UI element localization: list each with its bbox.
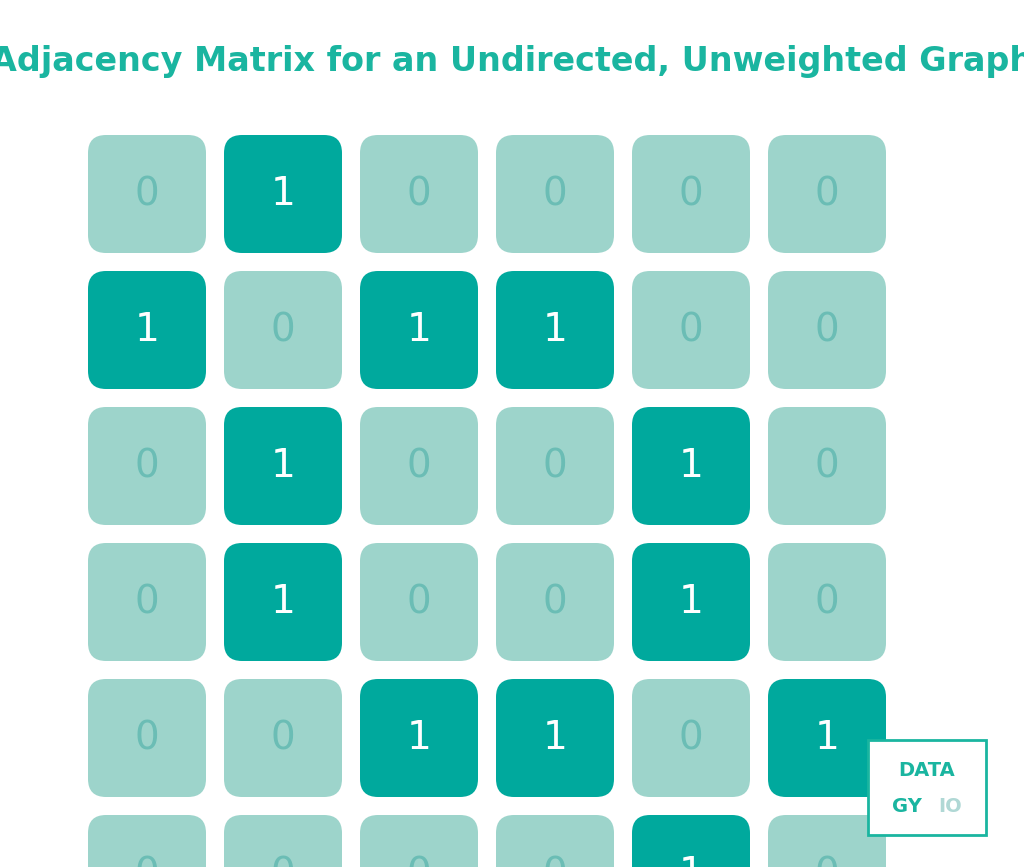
Text: 0: 0 [815, 447, 840, 485]
Text: 0: 0 [815, 175, 840, 213]
Text: 1: 1 [543, 719, 567, 757]
FancyBboxPatch shape [496, 679, 614, 797]
FancyBboxPatch shape [632, 815, 750, 867]
FancyBboxPatch shape [632, 543, 750, 661]
Text: 0: 0 [407, 855, 431, 867]
Text: 1: 1 [543, 311, 567, 349]
FancyBboxPatch shape [224, 407, 342, 525]
FancyBboxPatch shape [360, 135, 478, 253]
Text: DATA: DATA [899, 761, 955, 780]
Text: 1: 1 [407, 311, 431, 349]
FancyBboxPatch shape [360, 543, 478, 661]
Text: 1: 1 [270, 447, 296, 485]
Text: 1: 1 [270, 175, 296, 213]
Text: 0: 0 [407, 583, 431, 621]
FancyBboxPatch shape [632, 679, 750, 797]
FancyBboxPatch shape [224, 543, 342, 661]
FancyBboxPatch shape [224, 135, 342, 253]
FancyBboxPatch shape [88, 815, 206, 867]
FancyBboxPatch shape [360, 271, 478, 389]
Text: 0: 0 [543, 175, 567, 213]
FancyBboxPatch shape [768, 135, 886, 253]
Text: IO: IO [939, 797, 963, 816]
Text: 0: 0 [134, 719, 160, 757]
FancyBboxPatch shape [88, 543, 206, 661]
FancyBboxPatch shape [632, 135, 750, 253]
FancyBboxPatch shape [224, 815, 342, 867]
Text: GY: GY [892, 797, 922, 816]
Text: 0: 0 [815, 583, 840, 621]
FancyBboxPatch shape [768, 271, 886, 389]
FancyBboxPatch shape [88, 271, 206, 389]
Text: 0: 0 [270, 855, 295, 867]
Text: 0: 0 [815, 855, 840, 867]
Text: 0: 0 [543, 855, 567, 867]
FancyBboxPatch shape [768, 407, 886, 525]
Text: 0: 0 [815, 311, 840, 349]
FancyBboxPatch shape [496, 407, 614, 525]
FancyBboxPatch shape [88, 679, 206, 797]
FancyBboxPatch shape [224, 271, 342, 389]
Text: 0: 0 [679, 311, 703, 349]
Text: 0: 0 [134, 447, 160, 485]
FancyBboxPatch shape [496, 815, 614, 867]
FancyBboxPatch shape [768, 679, 886, 797]
FancyBboxPatch shape [768, 543, 886, 661]
FancyBboxPatch shape [88, 135, 206, 253]
Text: 1: 1 [270, 583, 296, 621]
FancyBboxPatch shape [360, 679, 478, 797]
Text: 0: 0 [543, 447, 567, 485]
Text: 0: 0 [270, 719, 295, 757]
Text: 0: 0 [407, 175, 431, 213]
Text: 0: 0 [407, 447, 431, 485]
Text: 1: 1 [134, 311, 160, 349]
Text: 0: 0 [543, 583, 567, 621]
FancyBboxPatch shape [360, 815, 478, 867]
FancyBboxPatch shape [496, 135, 614, 253]
Text: Adjacency Matrix for an Undirected, Unweighted Graph: Adjacency Matrix for an Undirected, Unwe… [0, 45, 1024, 79]
FancyBboxPatch shape [632, 271, 750, 389]
Text: 0: 0 [134, 855, 160, 867]
Text: 0: 0 [270, 311, 295, 349]
FancyBboxPatch shape [224, 679, 342, 797]
Text: 1: 1 [679, 855, 703, 867]
FancyBboxPatch shape [360, 407, 478, 525]
Text: 0: 0 [679, 175, 703, 213]
FancyBboxPatch shape [632, 407, 750, 525]
Text: 1: 1 [679, 583, 703, 621]
Text: 0: 0 [134, 175, 160, 213]
Text: 0: 0 [679, 719, 703, 757]
Text: 0: 0 [134, 583, 160, 621]
Text: 1: 1 [814, 719, 840, 757]
Text: 1: 1 [407, 719, 431, 757]
FancyBboxPatch shape [496, 271, 614, 389]
FancyBboxPatch shape [88, 407, 206, 525]
FancyBboxPatch shape [496, 543, 614, 661]
FancyBboxPatch shape [768, 815, 886, 867]
Text: 1: 1 [679, 447, 703, 485]
FancyBboxPatch shape [868, 740, 986, 835]
